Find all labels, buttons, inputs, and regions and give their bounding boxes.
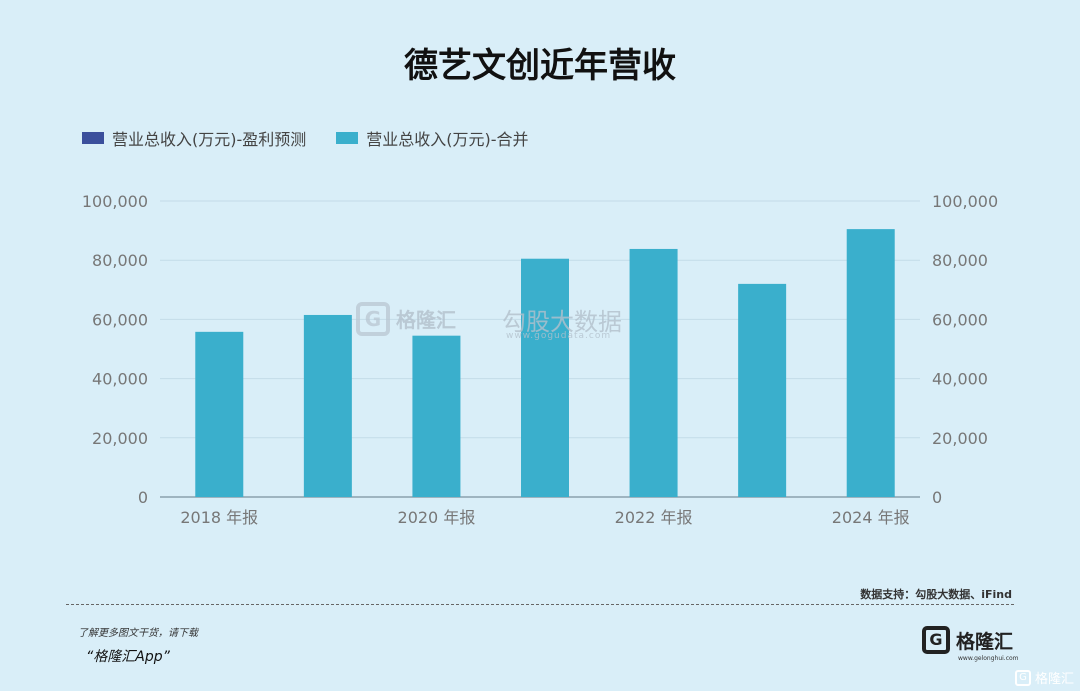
bar-2018-年报 <box>195 331 244 497</box>
x-axis: 2018 年报 2020 年报 2022 年报 2024 年报 <box>180 508 909 527</box>
y-axis-left: 0 20,000 40,000 60,000 80,000 100,000 <box>82 192 148 507</box>
dashed-divider <box>66 604 1014 605</box>
x-tick-label: 2020 年报 <box>398 508 476 527</box>
y-tick-label-left: 80,000 <box>92 251 148 270</box>
brand-name: 格隆汇 <box>956 630 1014 653</box>
legend-item-forecast[interactable]: 营业总收入(万元)-盈利预测 <box>82 126 306 150</box>
footer-note: 了解更多图文干货，请下载 <box>78 628 198 639</box>
bars <box>195 229 895 497</box>
y-tick-label-left: 100,000 <box>82 192 148 211</box>
legend-label-consolidated: 营业总收入(万元)-合并 <box>366 130 529 149</box>
corner-brand: 格隆汇 <box>1034 672 1074 687</box>
corner-watermark: G 格隆汇 <box>1014 668 1074 687</box>
legend-swatch-forecast <box>82 132 104 144</box>
watermark-brand: 格隆汇 <box>396 308 456 332</box>
corner-g-icon: G <box>1014 669 1031 686</box>
y-tick-label-right: 80,000 <box>932 251 988 270</box>
brand-g-icon: G <box>922 626 950 654</box>
legend-item-consolidated[interactable]: 营业总收入(万元)-合并 <box>336 126 529 150</box>
brand-logo: G 格隆汇 <box>922 626 1013 654</box>
x-tick-label: 2018 年报 <box>180 508 258 527</box>
footer-app-name: “格隆汇App” <box>86 649 170 665</box>
watermark-logo-icon: G <box>356 302 390 336</box>
y-tick-label-right: 60,000 <box>932 310 988 329</box>
y-tick-label-left: 60,000 <box>92 310 148 329</box>
bar-2022-年报 <box>629 248 678 497</box>
legend-swatch-consolidated <box>336 132 359 144</box>
legend-label-forecast: 营业总收入(万元)-盈利预测 <box>112 130 307 149</box>
y-tick-label-left: 40,000 <box>92 370 148 389</box>
y-tick-label-right: 40,000 <box>932 370 988 389</box>
bar-2023-年报 <box>738 283 787 497</box>
watermark-site: 勾股大数据 <box>502 308 622 336</box>
bar-2020-年报 <box>412 335 461 497</box>
y-tick-label-left: 0 <box>138 488 148 507</box>
legend: 营业总收入(万元)-盈利预测 营业总收入(万元)-合并 <box>82 126 529 150</box>
brand-url: www.gelonghui.com <box>958 655 1019 662</box>
source-note: 数据支持：勾股大数据、iFind <box>860 588 1012 601</box>
y-axis-right: 0 20,000 40,000 60,000 80,000 100,000 <box>932 192 998 507</box>
bar-chart: 0 20,000 40,000 60,000 80,000 100,000 0 20,000… <box>82 192 998 527</box>
chart-title: 德艺文创近年营收 <box>404 46 676 86</box>
bar-2024-年报 <box>846 229 895 497</box>
bar-2019-年报 <box>303 314 352 497</box>
y-tick-label-left: 20,000 <box>92 429 148 448</box>
x-tick-label: 2022 年报 <box>615 508 693 527</box>
y-tick-label-right: 0 <box>932 488 942 507</box>
y-tick-label-right: 20,000 <box>932 429 988 448</box>
x-tick-label: 2024 年报 <box>832 508 910 527</box>
y-tick-label-right: 100,000 <box>932 192 998 211</box>
bar-2021-年报 <box>521 258 569 497</box>
watermark-url: www.gogudata.com <box>506 331 612 341</box>
